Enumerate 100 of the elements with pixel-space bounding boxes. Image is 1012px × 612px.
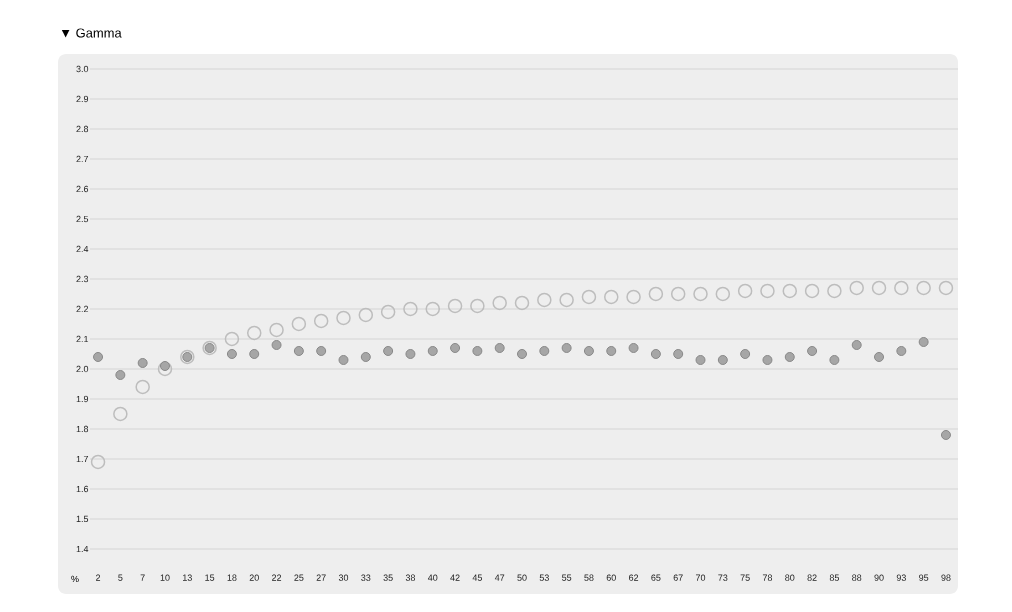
y-tick-label: 2.2 bbox=[76, 305, 89, 313]
point bbox=[249, 348, 260, 359]
point bbox=[336, 310, 351, 326]
point bbox=[581, 289, 597, 305]
point bbox=[113, 406, 128, 422]
x-tick-label: 65 bbox=[651, 574, 661, 581]
x-tick-label: 70 bbox=[695, 574, 706, 581]
x-tick-label: 93 bbox=[896, 574, 906, 581]
point bbox=[626, 289, 641, 305]
y-tick-label: 1.8 bbox=[76, 425, 89, 433]
y-tick-label: 2.1 bbox=[76, 335, 89, 343]
point bbox=[137, 357, 148, 368]
y-tick-label: 1.7 bbox=[76, 455, 89, 463]
y-tick-label: 2.9 bbox=[76, 95, 89, 103]
point bbox=[405, 348, 416, 359]
point bbox=[271, 339, 282, 350]
x-tick-label: 45 bbox=[472, 574, 482, 581]
point bbox=[784, 351, 795, 362]
point bbox=[492, 295, 507, 311]
point bbox=[804, 283, 820, 299]
point bbox=[695, 354, 706, 365]
x-tick-label: 5 bbox=[118, 574, 123, 581]
y-tick-label: 2.8 bbox=[76, 125, 89, 133]
y-tick-label: 2.4 bbox=[76, 245, 89, 253]
x-tick-label: 85 bbox=[829, 574, 839, 581]
point bbox=[670, 286, 686, 302]
x-tick-label: 80 bbox=[785, 574, 795, 581]
point bbox=[135, 379, 150, 395]
x-tick-label: 58 bbox=[584, 574, 594, 581]
y-tick-label: 1.6 bbox=[76, 485, 89, 493]
point bbox=[226, 348, 237, 359]
point bbox=[338, 354, 349, 365]
x-tick-label: 88 bbox=[852, 574, 862, 581]
point bbox=[829, 354, 840, 365]
point bbox=[514, 295, 530, 311]
x-tick-label: 60 bbox=[606, 574, 616, 581]
point bbox=[871, 280, 887, 296]
y-tick-label: 2.6 bbox=[76, 185, 89, 193]
point bbox=[762, 354, 773, 365]
point bbox=[916, 280, 931, 296]
x-tick-label: 20 bbox=[249, 574, 259, 581]
point bbox=[383, 345, 394, 356]
point bbox=[874, 351, 885, 362]
point bbox=[472, 345, 483, 356]
point bbox=[269, 322, 284, 338]
point bbox=[604, 289, 619, 305]
point bbox=[648, 286, 664, 302]
x-tick-label: 2 bbox=[96, 574, 101, 581]
point bbox=[403, 301, 418, 317]
point bbox=[427, 345, 438, 356]
x-tick-label: 90 bbox=[874, 574, 884, 581]
point bbox=[537, 292, 552, 308]
x-tick-label: 22 bbox=[272, 574, 282, 581]
point bbox=[380, 304, 396, 320]
x-tick-label: 47 bbox=[494, 574, 505, 581]
chart-title: ▼ Gamma bbox=[61, 28, 122, 38]
x-tick-label: 73 bbox=[718, 574, 728, 581]
point bbox=[470, 298, 485, 314]
y-tick-label: 2.3 bbox=[76, 275, 89, 283]
point bbox=[291, 316, 307, 332]
point bbox=[539, 345, 550, 356]
point bbox=[715, 286, 731, 302]
point bbox=[224, 331, 240, 347]
point bbox=[425, 301, 440, 317]
point bbox=[93, 351, 104, 362]
y-tick-label: 3.0 bbox=[76, 65, 89, 73]
point bbox=[517, 348, 527, 359]
y-tick-label: 2.0 bbox=[76, 365, 89, 373]
x-tick-label: 50 bbox=[517, 574, 527, 581]
x-axis-title: % bbox=[71, 575, 79, 583]
point bbox=[246, 325, 262, 341]
point bbox=[450, 342, 461, 353]
point bbox=[561, 342, 572, 353]
x-tick-label: 30 bbox=[338, 574, 349, 581]
x-tick-label: 40 bbox=[427, 574, 438, 581]
x-tick-label: 53 bbox=[539, 574, 549, 581]
point bbox=[628, 342, 639, 353]
point bbox=[313, 313, 329, 329]
point bbox=[157, 361, 173, 377]
y-tick-label: 1.5 bbox=[76, 515, 89, 523]
point bbox=[940, 429, 951, 440]
point bbox=[737, 283, 753, 299]
x-tick-label: 38 bbox=[405, 574, 416, 581]
point bbox=[358, 307, 374, 323]
point bbox=[90, 454, 106, 470]
point bbox=[896, 345, 907, 356]
x-tick-label: 15 bbox=[205, 574, 215, 581]
y-tick-label: 1.4 bbox=[76, 545, 89, 553]
point bbox=[293, 345, 304, 356]
x-tick-label: 98 bbox=[941, 574, 951, 581]
point bbox=[938, 280, 954, 296]
x-tick-label: 62 bbox=[629, 574, 639, 581]
point bbox=[693, 286, 708, 302]
y-tick-label: 2.7 bbox=[76, 155, 89, 163]
point bbox=[851, 339, 862, 350]
point bbox=[827, 283, 842, 299]
point bbox=[918, 336, 929, 347]
x-tick-label: 82 bbox=[807, 574, 817, 581]
point bbox=[447, 298, 463, 314]
x-tick-label: 7 bbox=[140, 574, 145, 581]
